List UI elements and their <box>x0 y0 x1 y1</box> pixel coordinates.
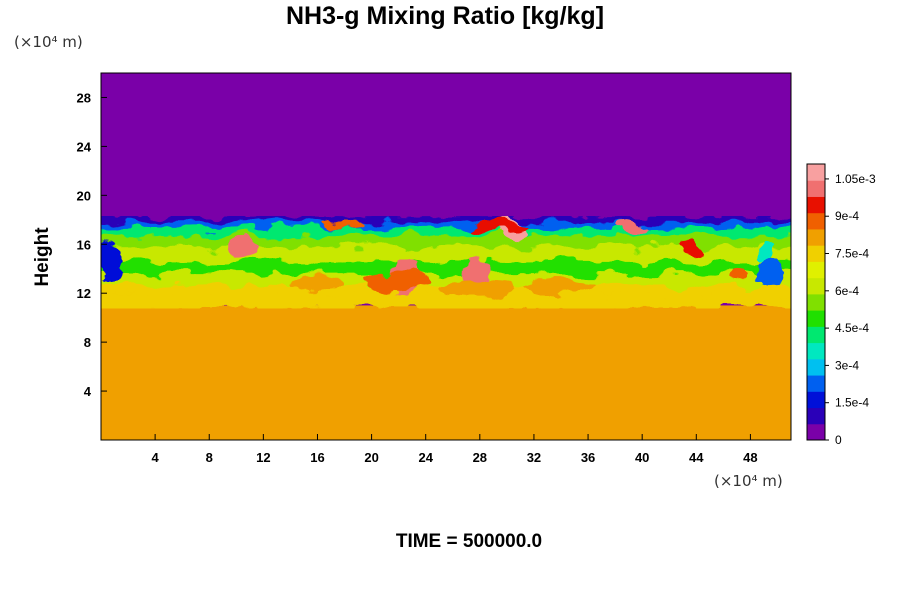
colorbar-segment <box>807 228 825 246</box>
x-tick-label: 20 <box>364 450 378 465</box>
colorbar-tick-label: 4.5e-4 <box>835 321 869 335</box>
mixing-strip <box>101 216 791 226</box>
x-tick-label: 8 <box>206 450 213 465</box>
colorbar-tick-label: 9e-4 <box>835 209 859 223</box>
y-tick-label: 12 <box>77 286 91 301</box>
x-tick-label: 28 <box>473 450 487 465</box>
x-tick-label: 4 <box>152 450 160 465</box>
colorbar-segment <box>807 407 825 425</box>
mixing-strip <box>101 273 791 289</box>
colorbar-segment <box>807 164 825 181</box>
x-tick-label: 44 <box>689 450 704 465</box>
colorbar-tick-label: 0 <box>835 433 842 447</box>
y-tick-label: 20 <box>77 188 91 203</box>
mixing-strip <box>101 228 791 239</box>
edge-vortex <box>755 243 773 258</box>
colorbar-tick-label: 1.5e-4 <box>835 396 869 410</box>
edge-vortex <box>101 243 122 283</box>
mixing-strip <box>101 222 791 232</box>
region-lower <box>101 305 791 440</box>
hot-spot <box>681 240 698 253</box>
mixing-strip <box>101 261 791 277</box>
x-tick-label: 32 <box>527 450 541 465</box>
mixing-strip <box>101 295 791 309</box>
hot-spot <box>527 278 595 294</box>
colorbar-segment <box>807 391 825 409</box>
time-label: TIME = 500000.0 <box>395 531 543 552</box>
colorbar-tick-label: 1.05e-3 <box>835 172 876 186</box>
colorbar-segment <box>807 342 825 360</box>
mixing-strip <box>101 235 791 250</box>
hot-spot <box>617 221 653 234</box>
hot-spot <box>228 239 258 259</box>
x-tick-label: 12 <box>256 450 270 465</box>
hot-spot <box>470 221 530 234</box>
colorbar-segment <box>807 277 825 295</box>
colorbar: 0 1.5e-4 3e-4 4.5e-4 6e-4 7.5e-4 9e-4 1.05e-3 <box>806 163 876 447</box>
hot-spot <box>290 276 345 291</box>
y-axis: 4 8 12 16 20 24 28 <box>77 90 107 399</box>
plot-frame <box>100 72 792 441</box>
region-mixing-layer <box>101 216 791 309</box>
colorbar-tick-label: 3e-4 <box>835 358 859 372</box>
x-tick-label: 48 <box>743 450 757 465</box>
y-axis-unit: (×10⁴ m) <box>14 33 83 51</box>
colorbar-segment <box>807 423 825 441</box>
colorbar-segment <box>807 261 825 279</box>
x-axis: 4 8 12 16 20 24 28 32 36 40 44 48 <box>152 434 758 465</box>
y-tick-label: 28 <box>77 90 91 105</box>
colorbar-segment <box>807 375 825 392</box>
y-tick-label: 24 <box>77 139 92 154</box>
x-axis-unit: (×10⁴ m) <box>714 472 783 490</box>
y-tick-label: 8 <box>84 335 91 350</box>
x-tick-label: 40 <box>635 450 649 465</box>
colorbar-segment <box>807 326 825 344</box>
colorbar-tick-label: 7.5e-4 <box>835 247 869 261</box>
colorbar-segment <box>807 245 825 262</box>
colorbar-segment <box>807 358 825 376</box>
colorbar-segment <box>807 180 825 197</box>
colorbar-frame <box>806 163 826 441</box>
heatmap-field <box>101 73 791 440</box>
colorbar-segment <box>807 196 825 214</box>
hot-spot <box>364 271 433 291</box>
colorbar-segment <box>807 212 825 230</box>
x-tick-label: 24 <box>418 450 433 465</box>
hot-spot <box>439 280 521 299</box>
y-tick-label: 4 <box>84 384 92 399</box>
colorbar-segment <box>807 293 825 311</box>
edge-vortex <box>757 255 785 288</box>
y-tick-label: 16 <box>77 237 91 252</box>
mixing-strip <box>101 246 791 265</box>
chart-title: NH3-g Mixing Ratio [kg/kg] <box>285 2 605 30</box>
x-tick-label: 16 <box>310 450 324 465</box>
hot-spot <box>728 269 745 283</box>
colorbar-tick-label: 6e-4 <box>835 284 859 298</box>
x-tick-label: 36 <box>581 450 595 465</box>
colorbar-segment <box>807 310 825 327</box>
hot-spot <box>324 221 365 229</box>
